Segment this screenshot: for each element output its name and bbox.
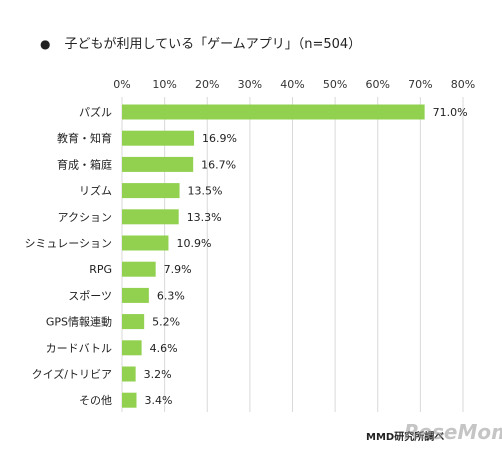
category-label: クイズ/トリビア xyxy=(32,367,112,381)
x-tick-label: 0% xyxy=(113,78,130,91)
category-label: 育成・箱庭 xyxy=(57,157,112,171)
category-label: アクション xyxy=(58,211,112,224)
source-note: MMD研究所調べ xyxy=(366,432,445,443)
watermark-logo: ReseMom xyxy=(404,420,502,444)
bar xyxy=(122,261,156,277)
category-label: シミュレーション xyxy=(24,237,112,250)
value-label: 13.5% xyxy=(188,185,223,198)
bar xyxy=(122,183,180,199)
grid-lines xyxy=(121,97,464,412)
value-labels: 71.0% 16.9% 16.7% 13.5% 13.3% 10.9% 7.9% 6.3% 5.… xyxy=(144,106,468,407)
title-text: 子どもが利用している「ゲームアプリ」（n=504） xyxy=(64,37,362,52)
value-label: 13.3% xyxy=(187,211,222,224)
category-label: その他 xyxy=(79,394,112,407)
bar xyxy=(122,340,142,356)
category-label: 教育・知育 xyxy=(57,131,112,145)
bar xyxy=(122,235,169,251)
x-tick-label: 20% xyxy=(195,78,219,91)
x-tick-label: 50% xyxy=(323,78,347,91)
value-label: 10.9% xyxy=(176,237,211,250)
x-tick-label: 80% xyxy=(451,78,475,91)
x-axis-ticks: 0% 10% 20% 30% 40% 50% 60% 70% 80% xyxy=(113,78,475,91)
category-label: カードバトル xyxy=(46,342,112,355)
x-tick-label: 10% xyxy=(152,78,176,91)
category-label: スポーツ xyxy=(68,289,112,302)
bars xyxy=(122,104,425,408)
value-label: 4.6% xyxy=(150,342,178,355)
value-label: 5.2% xyxy=(152,316,180,329)
category-label: リズム xyxy=(79,184,112,198)
category-label: パズル xyxy=(79,105,112,119)
bar xyxy=(122,130,195,146)
chart-title: ● 子どもが利用している「ゲームアプリ」（n=504） xyxy=(40,33,361,52)
title-bullet: ● xyxy=(40,37,51,51)
value-label: 7.9% xyxy=(164,263,192,276)
bar xyxy=(122,392,137,408)
bar xyxy=(122,366,136,382)
bar xyxy=(122,104,425,120)
value-label: 3.4% xyxy=(144,394,172,407)
value-label: 6.3% xyxy=(157,289,185,302)
bar xyxy=(122,314,145,330)
category-label: RPG xyxy=(89,263,112,276)
bar xyxy=(122,156,194,172)
x-tick-label: 40% xyxy=(280,78,304,91)
x-tick-label: 70% xyxy=(408,78,432,91)
x-tick-label: 30% xyxy=(238,78,262,91)
value-label: 71.0% xyxy=(433,106,468,119)
value-label: 16.9% xyxy=(202,132,237,145)
bar xyxy=(122,287,149,303)
value-label: 3.2% xyxy=(144,368,172,381)
category-label: GPS情報連動 xyxy=(46,315,112,329)
x-tick-label: 60% xyxy=(366,78,390,91)
bar xyxy=(122,209,179,225)
value-label: 16.7% xyxy=(201,158,236,171)
